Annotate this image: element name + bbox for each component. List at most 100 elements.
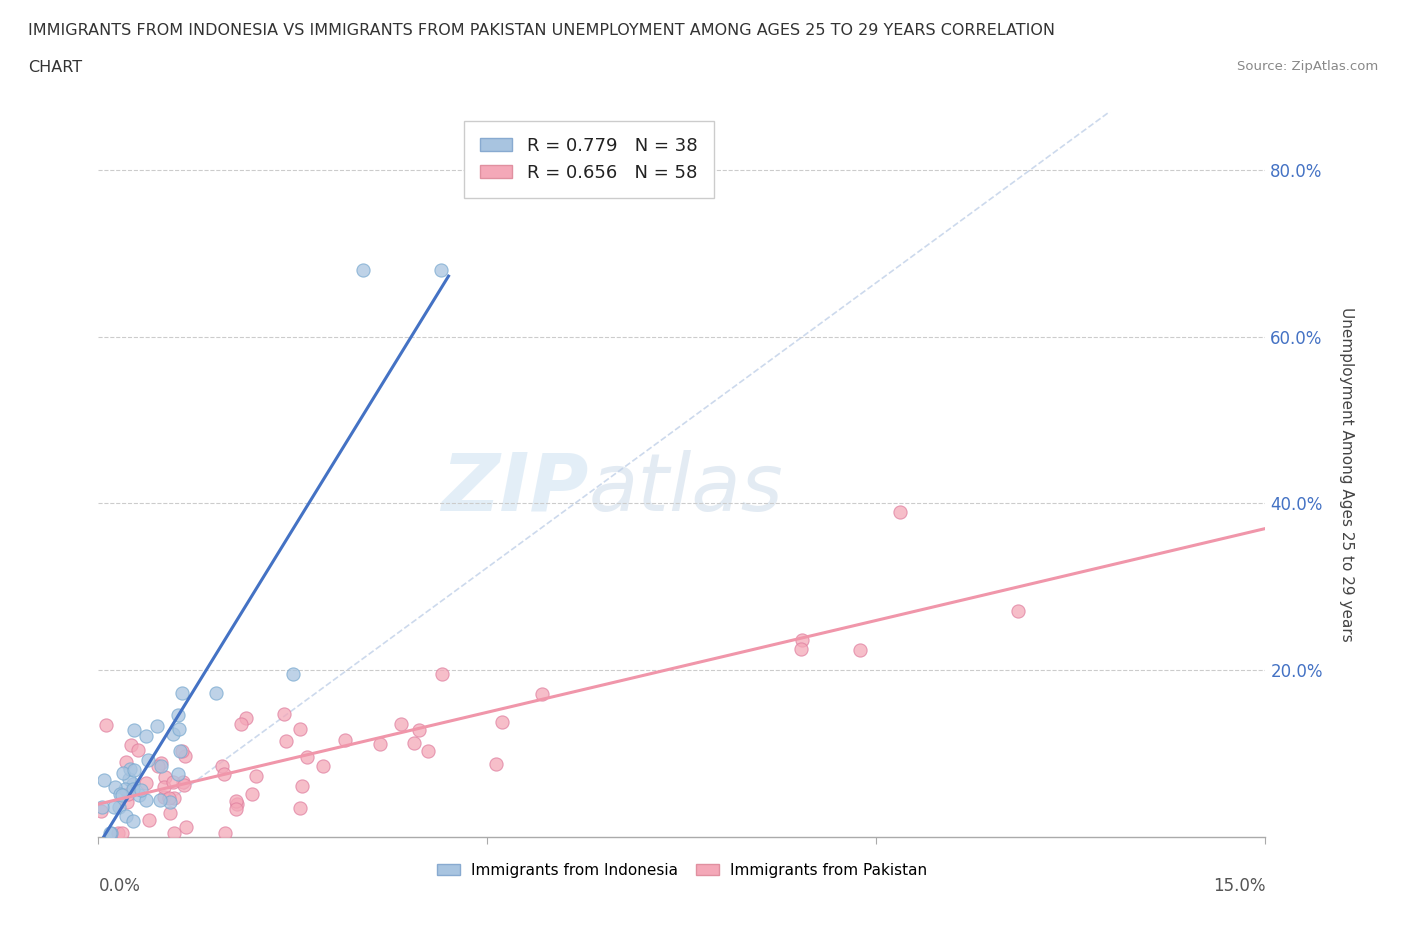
Point: [408, 722, 430, 737]
Point: [153, 769, 176, 784]
Point: [229, 717, 252, 732]
Point: [333, 733, 356, 748]
Point: [792, 632, 814, 647]
Point: [485, 756, 508, 771]
Point: [281, 666, 304, 681]
Text: Source: ZipAtlas.com: Source: ZipAtlas.com: [1237, 60, 1378, 73]
Point: [288, 800, 311, 815]
Point: [273, 706, 295, 721]
Point: [167, 722, 190, 737]
Point: [389, 716, 412, 731]
Point: [152, 779, 174, 794]
Text: ZIP: ZIP: [441, 450, 589, 528]
Point: [491, 714, 513, 729]
Point: [121, 777, 143, 791]
Point: [225, 796, 247, 811]
Point: [122, 813, 145, 828]
Point: [402, 736, 425, 751]
Point: [115, 794, 138, 809]
Point: [169, 743, 191, 758]
Point: [108, 799, 131, 814]
Point: [111, 765, 134, 780]
Point: [108, 787, 131, 802]
Point: [368, 737, 391, 751]
Point: [166, 767, 188, 782]
Point: [115, 754, 138, 769]
Point: [211, 759, 233, 774]
Text: 15.0%: 15.0%: [1213, 877, 1265, 895]
Text: IMMIGRANTS FROM INDONESIA VS IMMIGRANTS FROM PAKISTAN UNEMPLOYMENT AMONG AGES 25: IMMIGRANTS FROM INDONESIA VS IMMIGRANTS …: [28, 23, 1054, 38]
Point: [111, 826, 134, 841]
Legend: Immigrants from Indonesia, Immigrants from Pakistan: Immigrants from Indonesia, Immigrants fr…: [432, 857, 932, 884]
Point: [276, 734, 298, 749]
Point: [170, 685, 193, 700]
Point: [432, 667, 454, 682]
Point: [138, 812, 160, 827]
Point: [93, 772, 115, 787]
Point: [149, 755, 172, 770]
Point: [122, 782, 145, 797]
Point: [111, 788, 134, 803]
Point: [163, 790, 186, 805]
Point: [297, 750, 319, 764]
Point: [245, 769, 267, 784]
Point: [103, 799, 125, 814]
Point: [173, 777, 195, 792]
Point: [162, 775, 184, 790]
Point: [124, 723, 146, 737]
Point: [107, 826, 129, 841]
Point: [128, 788, 150, 803]
Point: [91, 799, 114, 814]
Point: [288, 722, 311, 737]
Point: [312, 758, 335, 773]
Point: [94, 718, 117, 733]
Point: [103, 779, 125, 794]
Point: [240, 787, 263, 802]
Point: [790, 642, 813, 657]
Point: [429, 262, 451, 277]
Point: [531, 687, 554, 702]
Point: [149, 793, 172, 808]
Point: [129, 782, 152, 797]
Point: [100, 826, 122, 841]
Point: [150, 759, 173, 774]
Point: [214, 826, 236, 841]
Point: [174, 819, 197, 834]
Point: [212, 766, 235, 781]
Point: [162, 726, 184, 741]
Point: [118, 762, 141, 777]
Point: [146, 759, 169, 774]
Text: CHART: CHART: [28, 60, 82, 75]
Point: [167, 707, 190, 722]
Point: [172, 775, 194, 790]
Point: [135, 776, 157, 790]
Point: [135, 729, 157, 744]
Text: 0.0%: 0.0%: [98, 877, 141, 895]
Point: [170, 744, 193, 759]
Point: [291, 778, 314, 793]
Point: [225, 801, 247, 816]
Point: [849, 643, 872, 658]
Point: [90, 804, 112, 818]
Point: [114, 782, 136, 797]
Point: [235, 711, 257, 725]
Point: [115, 808, 138, 823]
Point: [135, 792, 157, 807]
Point: [136, 753, 159, 768]
Point: [163, 826, 186, 841]
Point: [122, 763, 145, 777]
Point: [117, 787, 139, 802]
Point: [1007, 604, 1029, 618]
Point: [127, 742, 149, 757]
Point: [418, 743, 440, 758]
Point: [352, 262, 374, 277]
Point: [118, 772, 141, 787]
Point: [157, 790, 180, 805]
Point: [159, 794, 181, 809]
Point: [889, 504, 911, 519]
Point: [159, 806, 181, 821]
Point: [146, 719, 169, 734]
Y-axis label: Unemployment Among Ages 25 to 29 years: Unemployment Among Ages 25 to 29 years: [1340, 307, 1354, 642]
Point: [100, 826, 122, 841]
Point: [205, 685, 228, 700]
